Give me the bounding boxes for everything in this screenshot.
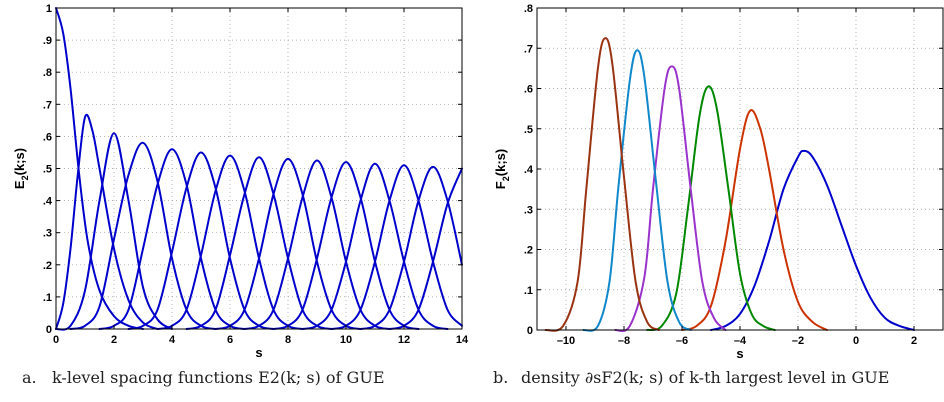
- panel-a-y-tick-label: 0: [46, 324, 52, 336]
- panel-b-series-4-line: [614, 65, 727, 333]
- panel-a-caption-label: a.: [22, 368, 37, 387]
- panel-b-x-tick-label: 0: [853, 335, 859, 347]
- panel-b-y-tick-label: .3: [524, 204, 533, 216]
- panel-b-y-axis-label: F2(k;s): [493, 149, 511, 189]
- panel-a-series-15-line: [388, 167, 463, 330]
- panel-a-series-2-line: [55, 113, 159, 330]
- panel-a-spacing-functions: 0 2 4 6 8 10 12 14 0 .1 .2 .3 .4 .5 .6 .7 .8 .9 1 s E2(k;s): [12, 3, 469, 360]
- panel-b-level-densities: –10 –8 –6 –4 –2 0 2 0 .1 .2 .3 .4 .5 .6 .7 .8 s F2(k;s): [493, 3, 944, 361]
- panel-a-y-tick-label: .4: [43, 196, 53, 208]
- panel-a-series-12-line: [301, 162, 449, 330]
- panel-a-series-7-line: [156, 154, 304, 330]
- panel-a-series-9-line: [214, 157, 362, 330]
- panel-a-series-13-line: [330, 164, 463, 330]
- panel-a-x-tick-label: 0: [53, 334, 59, 346]
- panel-b-x-tick-label: –8: [618, 335, 630, 347]
- panel-a-series-11-line: [272, 161, 420, 330]
- panel-a-series-8-line: [185, 156, 333, 330]
- panel-b-series-6-line: [544, 37, 660, 332]
- panel-b-x-tick-label: 2: [911, 335, 917, 347]
- panel-a-y-tick-label: .2: [43, 260, 52, 272]
- panel-a-series-1-line: [55, 7, 144, 330]
- panel-b-y-tick-label: 0: [527, 325, 533, 337]
- panel-a-series-10-line: [243, 159, 391, 330]
- panel-a-y-tick-label: .1: [43, 292, 52, 304]
- panel-b-x-tick-label: –2: [792, 335, 804, 347]
- panel-a-y-tick-label: .6: [43, 131, 52, 143]
- panel-a-y-tick-label: .3: [43, 228, 52, 240]
- panel-b-x-tick-label: –10: [557, 335, 575, 347]
- panel-b-y-tick-label: .6: [524, 84, 533, 96]
- panel-b-y-tick-label: .5: [524, 124, 533, 136]
- panel-a-series-4-line: [69, 141, 217, 330]
- panel-a-series-6-line: [127, 151, 275, 330]
- panel-a-x-tick-label: 6: [227, 334, 233, 346]
- panel-a-caption: k-level spacing functions E2(k; s) of GU…: [52, 368, 385, 387]
- panel-a-x-tick-label: 14: [456, 334, 469, 346]
- panel-b-caption: density ∂sF2(k; s) of k-th largest level…: [521, 368, 889, 387]
- panel-b-series-2-line: [681, 109, 828, 331]
- panel-b-y-tick-label: .2: [524, 245, 533, 257]
- panel-a-x-axis-label: s: [255, 345, 262, 360]
- panel-b-x-tick-label: –4: [734, 335, 747, 347]
- panel-b-series-5-line: [582, 49, 692, 332]
- panel-a-series-3-line: [55, 132, 173, 331]
- panel-b-y-tick-label: .8: [524, 3, 533, 15]
- panel-a-series-14-line: [359, 165, 463, 330]
- panel-a-y-tick-label: .9: [43, 35, 52, 47]
- panel-a-x-tick-label: 2: [111, 334, 117, 346]
- panel-a-y-tick-label: .8: [43, 67, 52, 79]
- panel-b-y-tick-label: .1: [524, 285, 533, 297]
- panel-a-y-axis-label: E2(k;s): [12, 148, 30, 189]
- panel-a-x-tick-label: 12: [398, 334, 410, 346]
- panel-a-y-tick-label: 1: [46, 3, 52, 15]
- panel-b-x-axis-label: s: [736, 346, 743, 361]
- panel-a-x-tick-label: 8: [285, 334, 291, 346]
- panel-b-x-tick-label: –6: [676, 335, 688, 347]
- panel-a-x-tick-label: 10: [340, 334, 352, 346]
- panel-b-y-tick-label: .7: [524, 43, 533, 55]
- panel-a-y-tick-label: .7: [43, 99, 52, 111]
- panel-b-series-3-line: [646, 85, 776, 332]
- panel-a-y-tick-label: .5: [43, 164, 52, 176]
- panel-b-y-tick-label: .4: [524, 164, 534, 176]
- panel-a-x-tick-label: 4: [169, 334, 176, 346]
- panel-b-caption-label: b.: [493, 368, 508, 387]
- panel-a-series-5-line: [98, 148, 246, 330]
